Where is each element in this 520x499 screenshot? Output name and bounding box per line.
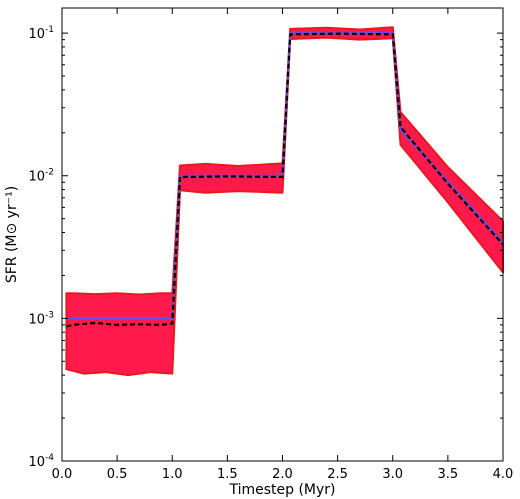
x-axis-label: Timestep (Myr)	[228, 482, 335, 498]
plot-frame	[61, 7, 504, 462]
y-tick-label: 10-3	[28, 310, 54, 327]
y-tick-label: 10-1	[28, 25, 54, 42]
x-tick-label: 4.0	[493, 467, 514, 482]
x-tick-label: 3.0	[382, 467, 403, 482]
ticks-layer: 0.0 0.5 1.0 1.5 2.0 2.5 3.0 3.5 4.0 10-4 10-3 10-2 1…	[28, 8, 513, 482]
x-tick-label: 0.0	[52, 467, 73, 482]
x-tick-label: 0.5	[107, 467, 128, 482]
y-axis-label: SFR (M⊙ yr⁻¹)	[4, 186, 20, 283]
series-lines-layer	[66, 32, 504, 328]
median-dashed-line	[66, 32, 504, 328]
x-tick-label: 1.0	[162, 467, 183, 482]
x-tick-label: 3.5	[438, 467, 459, 482]
uncertainty-band-layer	[65, 26, 504, 377]
y-tick-label: 10-4	[28, 453, 54, 470]
x-tick-label: 2.0	[272, 467, 293, 482]
x-tick-label: 1.5	[217, 467, 238, 482]
x-tick-label: 2.5	[327, 467, 348, 482]
y-tick-label: 10-2	[28, 168, 54, 185]
uncertainty-band	[65, 26, 504, 377]
